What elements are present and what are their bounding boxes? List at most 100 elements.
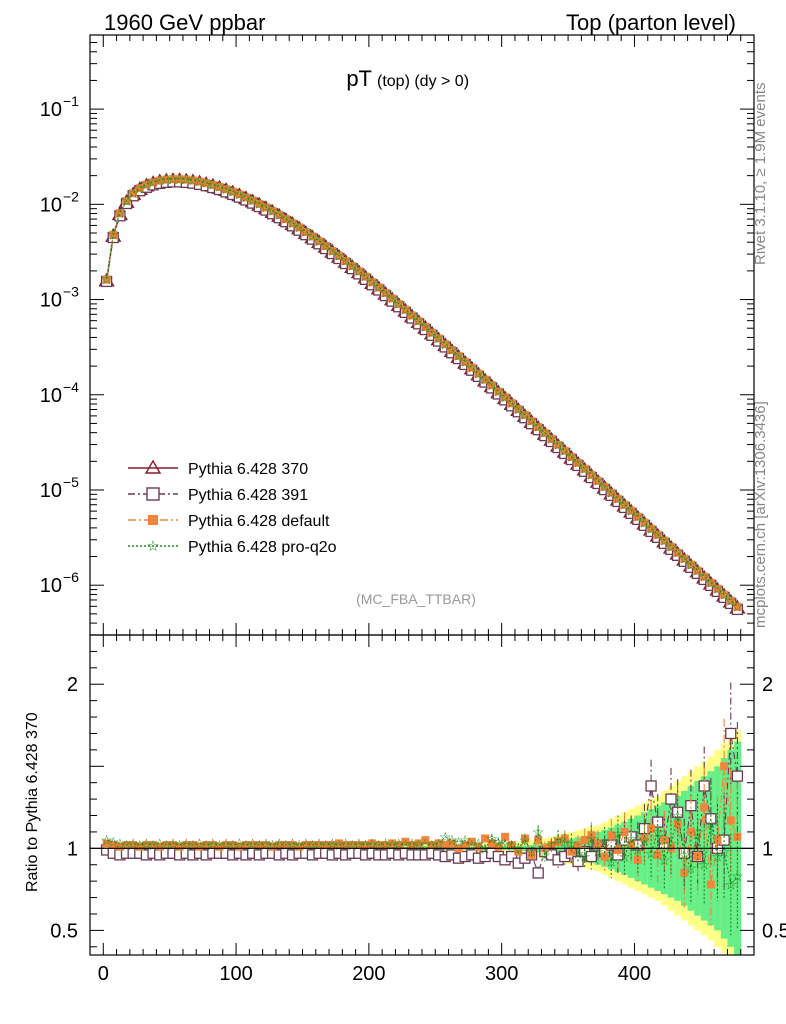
main-point bbox=[169, 175, 177, 184]
main-point bbox=[726, 596, 735, 605]
ratio-point bbox=[182, 841, 191, 850]
ratio-point: ☆ bbox=[724, 876, 737, 892]
legend-entry-proq2o: ☆ Pythia 6.428 pro-q2o bbox=[128, 538, 337, 556]
main-point: ☆ bbox=[100, 271, 113, 287]
ratio-y-tick-label: 2 bbox=[67, 674, 78, 696]
ratio-point bbox=[381, 841, 390, 850]
ratio-point: ☆ bbox=[532, 824, 545, 840]
main-point: ☆ bbox=[167, 171, 180, 187]
ratio-point: ☆ bbox=[539, 847, 552, 863]
main-point: ☆ bbox=[632, 508, 645, 524]
main-point: ☆ bbox=[200, 175, 213, 191]
ratio-panel: ☆☆☆☆☆☆☆☆☆☆☆☆☆☆☆☆☆☆☆☆☆☆☆☆☆☆☆☆☆☆☆☆☆☆☆☆☆☆☆☆… bbox=[24, 634, 786, 985]
ratio-point: ☆ bbox=[572, 845, 585, 861]
ratio-point bbox=[461, 841, 470, 850]
main-point: ☆ bbox=[207, 176, 220, 192]
mcplots-reference-label: mcplots.cern.ch [arXiv:1306.3436] bbox=[752, 401, 769, 628]
main-point bbox=[647, 524, 656, 533]
ratio-point: ☆ bbox=[353, 835, 366, 851]
ratio-point: ☆ bbox=[200, 837, 213, 853]
ratio-point: ☆ bbox=[134, 837, 147, 853]
ratio-point: ☆ bbox=[505, 837, 518, 853]
main-point: ☆ bbox=[180, 171, 193, 187]
ratio-point bbox=[295, 842, 304, 851]
legend-marker-p370 bbox=[144, 459, 162, 474]
ratio-point: ☆ bbox=[260, 835, 273, 851]
ratio-point bbox=[725, 727, 737, 740]
ratio-point bbox=[268, 842, 277, 851]
ratio-point bbox=[394, 841, 403, 850]
main-point: ☆ bbox=[452, 348, 465, 364]
main-point: ☆ bbox=[612, 490, 625, 506]
ratio-point: ☆ bbox=[246, 835, 259, 851]
main-point: ☆ bbox=[718, 586, 731, 602]
ratio-point: ☆ bbox=[459, 832, 472, 848]
ratio-point: ☆ bbox=[266, 837, 279, 853]
ratio-point: ☆ bbox=[545, 837, 558, 853]
ratio-point: ☆ bbox=[426, 837, 439, 853]
ratio-point: ☆ bbox=[326, 835, 339, 851]
legend-entry-p391: Pythia 6.428 391 bbox=[128, 487, 308, 504]
ratio-point: ☆ bbox=[120, 837, 133, 853]
main-point: ☆ bbox=[127, 185, 140, 201]
ratio-point bbox=[401, 837, 410, 846]
main-point: ☆ bbox=[359, 268, 372, 284]
main-point: ☆ bbox=[353, 263, 366, 279]
ratio-point: ☆ bbox=[233, 835, 246, 851]
ratio-point: ☆ bbox=[412, 837, 425, 853]
main-point: ☆ bbox=[698, 568, 711, 584]
main-point: ☆ bbox=[651, 526, 664, 542]
main-point bbox=[733, 602, 742, 611]
main-point: ☆ bbox=[572, 455, 585, 471]
main-point bbox=[620, 500, 629, 509]
ratio-point bbox=[613, 845, 622, 854]
main-point bbox=[720, 590, 729, 599]
ratio-point: ☆ bbox=[127, 835, 140, 851]
main-point: ☆ bbox=[532, 419, 545, 435]
legend-marker-default bbox=[148, 515, 158, 525]
main-point: ☆ bbox=[313, 233, 326, 249]
main-point bbox=[208, 180, 217, 189]
ratio-point bbox=[408, 841, 417, 850]
legend-label-default: Pythia 6.428 default bbox=[188, 513, 330, 530]
main-point: ☆ bbox=[193, 173, 206, 189]
ratio-point: ☆ bbox=[466, 837, 479, 853]
main-point: ☆ bbox=[260, 199, 273, 215]
main-point: ☆ bbox=[592, 472, 605, 488]
main-point bbox=[215, 182, 224, 191]
ratio-point bbox=[109, 841, 118, 850]
main-point: ☆ bbox=[426, 324, 439, 340]
main-point: ☆ bbox=[399, 301, 412, 317]
main-point: ☆ bbox=[379, 284, 392, 300]
analysis-tag: (MC_FBA_TTBAR) bbox=[356, 591, 476, 607]
legend-marker-p391 bbox=[146, 487, 160, 501]
ratio-point bbox=[149, 841, 158, 850]
main-point: ☆ bbox=[412, 313, 425, 329]
ratio-point bbox=[335, 839, 343, 848]
main-point: ☆ bbox=[485, 377, 498, 393]
main-point: ☆ bbox=[731, 598, 744, 614]
main-point: ☆ bbox=[492, 383, 505, 399]
ratio-point bbox=[261, 841, 270, 850]
ratio-point bbox=[645, 780, 657, 792]
ratio-point bbox=[414, 839, 423, 848]
ratio-point bbox=[388, 839, 397, 848]
x-tick-label: 100 bbox=[219, 963, 252, 985]
main-point: ☆ bbox=[459, 353, 472, 369]
main-point: ☆ bbox=[226, 183, 239, 199]
x-tick-labels: 0 100 200 300 400 bbox=[98, 963, 651, 985]
main-point bbox=[700, 572, 709, 581]
main-point: ☆ bbox=[339, 253, 352, 269]
main-point: ☆ bbox=[253, 195, 266, 211]
ratio-point: ☆ bbox=[612, 826, 625, 842]
main-point bbox=[401, 305, 410, 314]
ratio-point: ☆ bbox=[373, 837, 386, 853]
ratio-y-tick-labels: 0.5 0.5 1 1 2 2 bbox=[50, 674, 786, 942]
main-point: ☆ bbox=[147, 174, 160, 190]
ratio-point bbox=[607, 831, 616, 840]
main-point bbox=[354, 267, 363, 276]
ratio-point bbox=[640, 834, 649, 843]
main-point bbox=[693, 566, 702, 575]
y-tick-exponent: −2 bbox=[63, 188, 79, 204]
ratio-point: ☆ bbox=[333, 837, 346, 853]
